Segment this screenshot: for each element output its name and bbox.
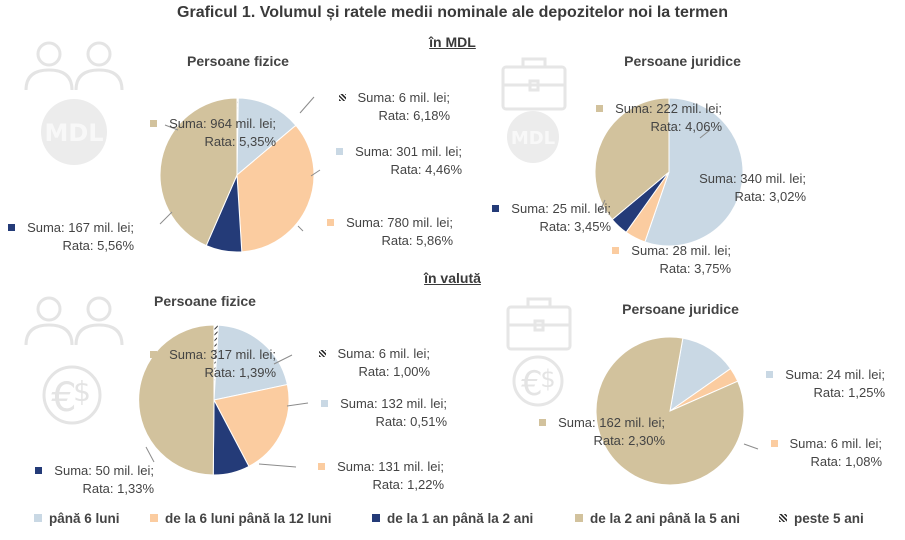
pie-mdl-fizice	[159, 97, 315, 253]
data-label: Suma: 24 mil. lei; Rata: 1,25%	[766, 366, 885, 402]
legend-swatch	[150, 514, 158, 522]
legend-swatch	[372, 514, 380, 522]
people-euro-dollar-icon: € $	[24, 296, 124, 425]
data-label: Suma: 6 mil. lei; Rata: 1,08%	[770, 435, 882, 471]
legend-swatch	[539, 419, 547, 426]
legend-swatch	[321, 400, 329, 407]
legend-swatch	[492, 205, 500, 212]
legend-swatch	[150, 351, 158, 358]
data-label: Suma: 131 mil. lei; Rata: 1,22%	[318, 458, 444, 494]
pie-title-mdl-juridice: Persoane juridice	[624, 53, 741, 69]
pie-slice-p6	[669, 337, 732, 413]
svg-text:$: $	[73, 375, 91, 408]
legend-item: până 6 luni	[34, 511, 120, 526]
people-mdl-icon: MDL	[24, 41, 124, 165]
legend-swatch	[150, 120, 158, 127]
data-label: Suma: 964 mil. lei; Rata: 5,35%	[150, 115, 276, 151]
pie-slice-p60	[159, 97, 238, 247]
legend-item: de la 2 ani până la 5 ani	[575, 511, 740, 526]
pie-title-valuta-fizice: Persoane fizice	[154, 293, 256, 309]
data-label: Suma: 317 mil. lei; Rata: 1,39%	[150, 346, 276, 382]
leader-line	[743, 443, 759, 450]
data-label: Suma: 132 mil. lei; Rata: 0,51%	[321, 395, 447, 431]
pie-title-mdl-fizice: Persoane fizice	[187, 53, 289, 69]
pie-valuta-juridice	[595, 336, 745, 486]
svg-text:$: $	[540, 365, 555, 393]
legend-swatch	[336, 148, 344, 155]
leader-line	[273, 354, 293, 365]
leader-line	[159, 211, 173, 225]
legend-swatch	[318, 350, 326, 357]
svg-text:€: €	[51, 375, 76, 421]
data-label: Suma: 162 mil. lei; Rata: 2,30%	[539, 414, 665, 450]
leader-line	[297, 225, 304, 232]
data-label: Suma: 28 mil. lei; Rata: 3,75%	[612, 242, 731, 278]
legend-swatch	[612, 247, 620, 254]
legend-swatch	[34, 514, 42, 522]
data-label: Suma: 340 mil. lei; Rata: 3,02%	[699, 171, 806, 204]
leader-line	[299, 96, 315, 114]
legend-item: de la 6 luni până la 12 luni	[150, 511, 332, 526]
leader-line	[310, 169, 321, 177]
legend-swatch	[8, 224, 16, 231]
section-title-mdl: în MDL	[429, 34, 476, 50]
svg-text:€: €	[521, 364, 543, 404]
data-label: Suma: 25 mil. lei; Rata: 3,45%	[492, 200, 611, 236]
legend-item: peste 5 ani	[779, 511, 864, 526]
pie-slice-p60	[595, 336, 745, 486]
section-title-valuta: în valută	[424, 270, 481, 286]
legend-item: de la 1 an până la 2 ani	[372, 511, 533, 526]
leader-line	[286, 402, 309, 407]
data-label: Suma: 301 mil. lei; Rata: 4,46%	[336, 143, 462, 179]
pie-title-valuta-juridice: Persoane juridice	[622, 301, 739, 317]
data-label: Suma: 50 mil. lei; Rata: 1,33%	[35, 462, 154, 498]
chart-title: Graficul 1. Volumul și ratele medii nomi…	[177, 4, 728, 21]
legend-swatch	[596, 105, 604, 112]
legend-swatch	[338, 94, 346, 101]
data-label: Suma: 6 mil. lei; Rata: 1,00%	[318, 345, 430, 381]
legend-swatch	[770, 440, 778, 447]
leader-line	[164, 124, 179, 131]
svg-text:MDL: MDL	[44, 119, 103, 147]
legend-swatch	[318, 463, 326, 470]
data-label: Suma: 780 mil. lei; Rata: 5,86%	[327, 214, 453, 250]
svg-text:MDL: MDL	[511, 128, 555, 149]
pie-slice-p6	[236, 97, 297, 177]
legend-swatch	[779, 514, 787, 522]
leader-lines	[145, 96, 759, 468]
legend-swatch	[766, 371, 774, 378]
data-label: Suma: 222 mil. lei; Rata: 4,06%	[596, 100, 722, 136]
data-label: Suma: 6 mil. lei; Rata: 6,18%	[338, 89, 450, 125]
leader-line	[258, 463, 297, 468]
pie-slice-p12	[236, 124, 315, 253]
briefcase-euro-dollar-icon: € $	[506, 297, 572, 407]
leader-line	[145, 446, 155, 463]
pie-slice-p6	[213, 324, 288, 401]
leader-line	[699, 129, 711, 139]
data-label: Suma: 167 mil. lei; Rata: 5,56%	[8, 219, 134, 255]
legend-swatch	[35, 467, 43, 474]
legend-swatch	[327, 219, 335, 226]
pie-slice-p60	[594, 97, 670, 221]
pie-valuta-fizice	[138, 324, 290, 476]
leader-line	[599, 199, 606, 212]
briefcase-mdl-icon: MDL	[501, 57, 567, 163]
pie-mdl-juridice	[594, 97, 744, 247]
pie-slice-p60	[138, 324, 215, 476]
pie-slice-p12	[213, 383, 290, 468]
legend-swatch	[575, 514, 583, 522]
